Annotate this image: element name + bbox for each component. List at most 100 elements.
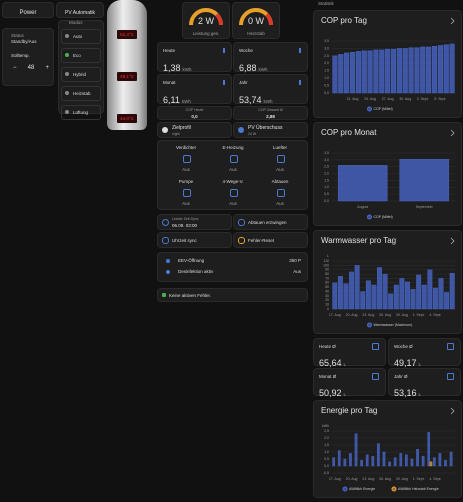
x-tick-label: 17. Aug	[329, 477, 341, 481]
cop-value: 2,88	[266, 114, 275, 119]
x-tick-label: 23. Aug	[362, 477, 374, 481]
bar	[390, 48, 397, 94]
detail-icon	[166, 259, 170, 263]
y-tick-label: 60	[325, 281, 329, 285]
action-label: Abtauen erzwingen	[248, 220, 287, 225]
stat-value: 53,74	[239, 95, 262, 105]
y-tick-label: 20	[325, 298, 329, 302]
display-value: 48,1°C	[120, 74, 134, 79]
bar	[444, 292, 450, 310]
stat-card: Woche 6,88 kWh	[233, 42, 308, 73]
bar	[388, 461, 391, 467]
bar	[399, 158, 450, 202]
modus-option[interactable]: Heizstab	[61, 86, 101, 101]
component-icon	[277, 189, 285, 197]
bar	[432, 457, 436, 467]
bar	[382, 451, 386, 467]
detail-value: Aus	[293, 269, 301, 274]
bar	[365, 454, 369, 467]
bar	[377, 267, 382, 310]
average-value: 50,92	[319, 388, 342, 398]
bar	[373, 49, 379, 94]
bar	[332, 55, 338, 94]
cop-label: COP Heute	[185, 108, 204, 112]
bar	[337, 165, 388, 202]
tab[interactable]: PV Automatik	[56, 2, 104, 18]
modus-icon	[65, 91, 69, 95]
detail-label: EEV-Öffnung	[178, 258, 205, 263]
average-row: 50,92 L	[319, 383, 346, 401]
bar	[349, 271, 355, 310]
chart-card: Warmwasser pro Tag L 0 10 20 30 40 50 60 70 80 90 10…	[313, 230, 462, 334]
action-button[interactable]: Fehler-Reset	[233, 232, 308, 248]
bar	[396, 48, 402, 94]
gauge	[239, 8, 273, 26]
plus-button[interactable]: +	[45, 65, 49, 71]
y-tick-label: 3,0	[324, 158, 329, 162]
action-button[interactable]: Abtauen erzwingen	[233, 214, 308, 230]
boiler: 52,4°C 48,1°C 44,0°C	[107, 0, 147, 130]
y-tick-label: 1,0	[324, 450, 329, 454]
bar	[449, 43, 455, 94]
bar	[385, 48, 391, 94]
cop-value: 0,0	[191, 114, 198, 119]
y-tick-label: 1,5	[324, 178, 329, 182]
stat-card: Monat 6,11 kWh	[157, 74, 232, 105]
minus-button[interactable]: −	[13, 65, 17, 71]
bar	[408, 47, 414, 94]
x-tick-label: 4. Sept.	[429, 477, 441, 481]
tap-icon	[447, 343, 454, 350]
component-label: 4-Wege-V.	[222, 179, 244, 184]
y-tick-label: 0,5	[324, 192, 329, 196]
legend-label: AWMtkh Heizstab Energie	[398, 487, 439, 491]
info-value: 24 W	[248, 132, 257, 136]
component-label: E-Heizung	[222, 145, 244, 150]
bar	[421, 456, 425, 467]
action-button[interactable]: Uhrzeit sync	[157, 232, 232, 248]
detail-value: 350 P	[289, 258, 301, 263]
stat-card: Heute 1,38 kWh	[157, 42, 232, 73]
modus-option[interactable]: Auto	[61, 29, 101, 44]
chevron	[450, 237, 455, 245]
legend-swatch	[367, 106, 372, 112]
gauge-label: Heizstab	[247, 31, 265, 36]
component-value: Aus	[182, 201, 190, 206]
chart-card: Energie pro Tag kWh -0,5 0,0 0,5 1,0 1,5 2,0 2,5…	[313, 400, 462, 498]
info-label: PV Überschuss	[248, 125, 283, 131]
tab[interactable]: Power	[2, 2, 54, 18]
x-tick-label: August	[357, 205, 368, 209]
average-card: Jahr Ø 53,16 L	[388, 368, 461, 398]
gauge-label: Leistung ges.	[192, 31, 220, 36]
component-icon	[183, 189, 191, 197]
bar	[449, 451, 453, 467]
modus-option[interactable]: Lüftung	[61, 105, 101, 120]
bolt-icon	[299, 80, 301, 85]
average-label: Heute Ø	[319, 344, 336, 349]
display-value: 52,4°C	[120, 32, 134, 37]
section-header: Statistik	[318, 1, 334, 6]
average-unit: L	[418, 362, 422, 367]
y-tick-label: 50	[325, 285, 329, 289]
y-unit: L	[327, 254, 329, 258]
modus-option[interactable]: Eco	[61, 48, 101, 63]
average-unit: L	[343, 392, 347, 397]
cop-label: COP Gesamt Ø	[258, 108, 283, 112]
component-icon	[230, 155, 238, 163]
chart-title: COP pro Tag	[321, 16, 367, 25]
bar	[379, 49, 385, 94]
detail-icon	[166, 270, 170, 274]
modus-option[interactable]: Hybrid	[61, 67, 101, 82]
gauge-value: 2 W	[197, 16, 214, 26]
average-card: Woche Ø 49,17 L	[388, 338, 461, 368]
display-value: 44,0°C	[120, 116, 134, 121]
legend-label: COP (Mittel)	[374, 107, 393, 111]
legend-swatch	[367, 214, 372, 220]
x-tick-label: 20. Aug	[346, 313, 358, 317]
component-value: Aus	[182, 167, 190, 172]
tap-icon	[372, 343, 379, 350]
tab-label: Power	[19, 10, 37, 16]
average-card: Monat Ø 50,92 L	[313, 368, 386, 398]
bar	[420, 46, 426, 94]
gauge	[189, 8, 223, 26]
y-tick-label: 0,0	[324, 199, 329, 203]
